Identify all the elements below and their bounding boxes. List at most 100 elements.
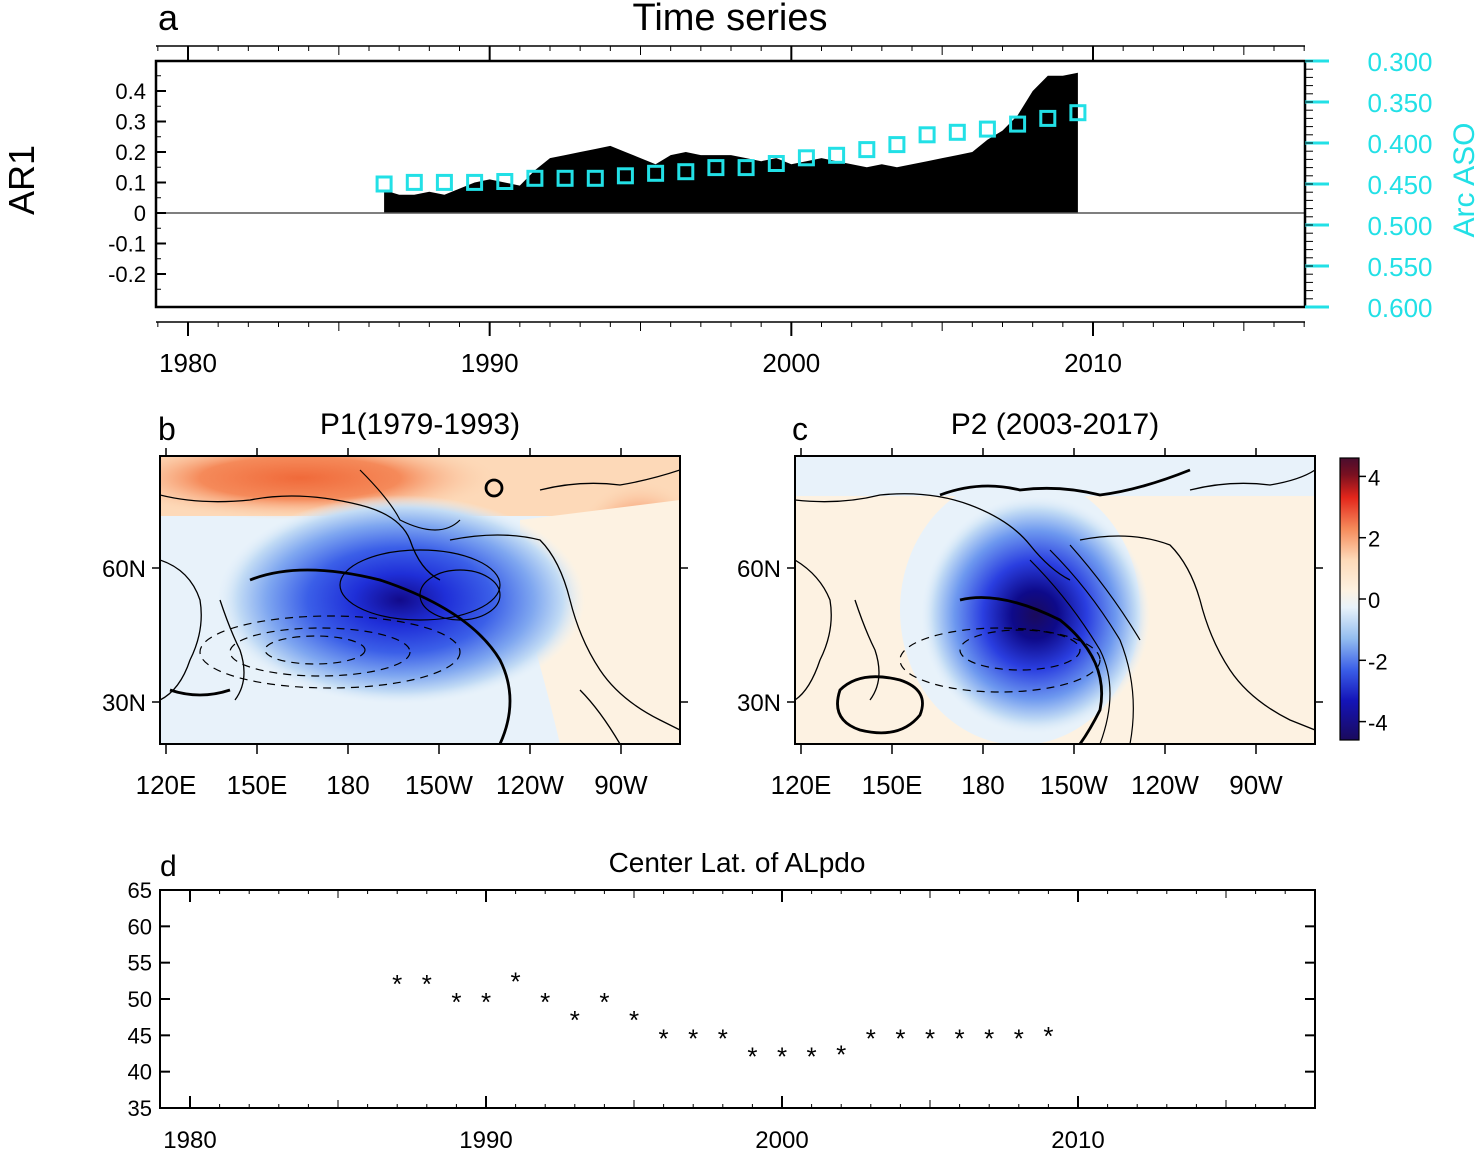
lon-tick-label: 180	[961, 770, 1004, 800]
lon-tick-label: 150E	[862, 770, 923, 800]
y-tick-label: 55	[128, 951, 152, 976]
y-tick-label: 0.3	[115, 110, 146, 135]
panel-c-map	[795, 456, 1315, 744]
lat-marker: *	[836, 1039, 846, 1069]
lat-marker: *	[451, 987, 461, 1017]
panel-a-title: Time series	[633, 0, 828, 39]
panel-d-label: d	[160, 850, 177, 883]
lat-marker: *	[599, 987, 609, 1017]
colorbar-tick-label: 4	[1368, 465, 1380, 490]
panel-a: a Time series AR1 Arc ASO 0.4 0.3 0.2 0.1 0 -…	[1, 0, 1478, 378]
lat-marker: *	[422, 969, 432, 999]
y2-tick-label: 0.550	[1367, 252, 1432, 282]
panel-c-positive-contours	[1029, 544, 1141, 744]
arc-aso-marker	[405, 173, 423, 191]
lat-marker: *	[895, 1023, 905, 1053]
lon-tick-label: 150W	[1040, 770, 1108, 800]
arc-aso-marker	[466, 173, 484, 191]
lat-marker: *	[718, 1023, 728, 1053]
colorbar-tick-label: -4	[1368, 711, 1388, 736]
lat-marker: *	[1043, 1021, 1053, 1051]
lat-marker: *	[392, 969, 402, 999]
colorbar-tick-label: -2	[1368, 649, 1388, 674]
panel-b-zero-contour	[249, 568, 512, 744]
y-tick-label: 0	[134, 201, 146, 226]
lat-marker: *	[866, 1023, 876, 1053]
lat-marker: *	[984, 1023, 994, 1053]
lat-tick-label: 60N	[737, 556, 781, 583]
arc-aso-marker	[948, 123, 966, 141]
panel-a-ylabel: AR1	[1, 145, 42, 215]
panel-b-axes: 120E 150E 180 150W 120W 90W 60N 30N	[102, 448, 688, 800]
panel-c-negative-contours	[899, 627, 1101, 693]
lon-tick-label: 120E	[136, 770, 197, 800]
arc-aso-marker	[677, 163, 695, 181]
arc-aso-marker	[707, 159, 725, 177]
x-tick-label: 1980	[163, 1127, 216, 1152]
lon-tick-label: 180	[326, 770, 369, 800]
arc-aso-marker	[616, 167, 634, 185]
panel-d-title: Center Lat. of ALpdo	[609, 847, 866, 878]
lon-tick-label: 120W	[1131, 770, 1199, 800]
arc-aso-marker	[737, 159, 755, 177]
arc-aso-marker	[797, 149, 815, 167]
y-tick-label: 45	[128, 1023, 152, 1048]
panel-c-zero-contour	[959, 596, 1104, 744]
lon-tick-label: 150W	[405, 770, 473, 800]
x-tick-label: 2000	[755, 1127, 808, 1152]
y2-tick-label: 0.450	[1367, 170, 1432, 200]
y-tick-label: -0.1	[108, 232, 146, 257]
y2-tick-label: 0.500	[1367, 211, 1432, 241]
panel-c-label: c	[792, 411, 808, 447]
lon-tick-label: 90W	[1229, 770, 1283, 800]
arc-aso-marker	[858, 141, 876, 159]
arc-aso-marker	[828, 146, 846, 164]
panel-a-label: a	[158, 0, 179, 38]
lon-tick-label: 90W	[594, 770, 648, 800]
arc-aso-marker	[1069, 104, 1087, 122]
panel-a-data	[375, 72, 1087, 213]
lat-marker: *	[511, 967, 521, 997]
panel-c: c P2 (2003-2017)	[737, 408, 1323, 800]
y-tick-label: 65	[128, 878, 152, 903]
lat-marker: *	[747, 1042, 757, 1072]
panel-b: b P1(1979-1993)	[102, 408, 688, 800]
lat-tick-label: 30N	[102, 690, 146, 717]
y2-tick-label: 0.400	[1367, 129, 1432, 159]
panel-b-coastlines	[160, 469, 680, 744]
ar1-area	[384, 72, 1078, 213]
arc-aso-marker	[375, 175, 393, 193]
y-tick-label: -0.2	[108, 262, 146, 287]
lat-marker: *	[925, 1023, 935, 1053]
y-tick-label: 0.1	[115, 171, 146, 196]
arc-aso-marker	[1009, 115, 1027, 133]
colorbar: 4 2 0 -2 -4	[1339, 457, 1388, 741]
lat-tick-label: 60N	[102, 556, 146, 583]
arc-aso-marker	[888, 136, 906, 154]
arc-aso-marker	[526, 169, 544, 187]
lat-marker: *	[1014, 1023, 1024, 1053]
y-tick-label: 50	[128, 987, 152, 1012]
panel-c-title: P2 (2003-2017)	[951, 408, 1159, 441]
panel-d-frame	[159, 889, 1316, 1109]
y-tick-label: 40	[128, 1060, 152, 1085]
lat-marker: *	[659, 1023, 669, 1053]
lat-marker: *	[688, 1023, 698, 1053]
colorbar-tick-label: 2	[1368, 527, 1380, 552]
lat-tick-label: 30N	[737, 690, 781, 717]
lon-tick-label: 150E	[227, 770, 288, 800]
arc-aso-marker	[496, 173, 514, 190]
colorbar-ticks: 4 2 0 -2 -4	[1359, 465, 1388, 736]
lat-marker: *	[481, 987, 491, 1017]
panel-d-data: * * * * * * * * * * * * * * * * * * * * * * *	[392, 967, 1053, 1072]
panel-b-label: b	[158, 411, 176, 447]
arc-aso-marker	[435, 173, 453, 191]
y2-tick-label: 0.350	[1367, 88, 1432, 118]
panel-b-positive-contours	[339, 469, 501, 621]
panel-a-y2label: Arc ASO	[1448, 122, 1478, 237]
lat-marker: *	[629, 1005, 639, 1035]
panel-b-title: P1(1979-1993)	[320, 408, 520, 441]
lon-tick-label: 120E	[771, 770, 832, 800]
x-tick-label: 1990	[461, 348, 519, 378]
